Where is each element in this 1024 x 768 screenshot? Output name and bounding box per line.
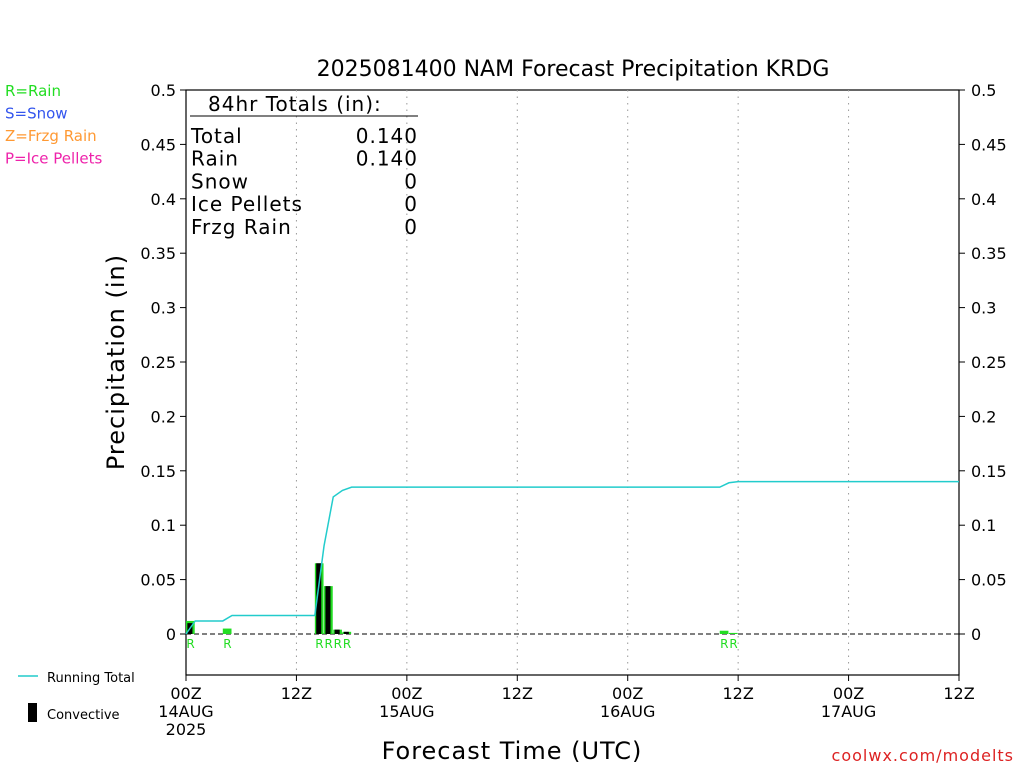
y-tick-label-right-1: 0.05: [971, 571, 1007, 590]
y-tick-label-left-1: 0.05: [140, 571, 176, 590]
x-tick-label-1-0: 12Z: [281, 684, 312, 703]
totals-row-value-0: 0.140: [356, 124, 418, 148]
x-axis-label: Forecast Time (UTC): [382, 737, 643, 765]
vertical-gridlines: [295, 90, 850, 675]
totals-row-label-3: Ice Pellets: [191, 192, 303, 216]
convective-bar-3: [334, 629, 340, 634]
y-tick-label-left-2: 0.1: [151, 516, 176, 535]
precip-bar-6: [719, 630, 729, 634]
totals-row-value-4: 0: [404, 215, 418, 239]
y-tick-label-right-9: 0.45: [971, 135, 1007, 154]
precip-bar-1: [222, 628, 232, 634]
y-tick-label-left-5: 0.25: [140, 353, 176, 372]
x-tick-label-4-1: 16AUG: [600, 702, 655, 721]
type-legend-2: Z=Frzg Rain: [5, 127, 97, 145]
type-legend-0: R=Rain: [5, 82, 61, 100]
y-tick-label-right-5: 0.25: [971, 353, 1007, 372]
totals-row-label-0: Total: [190, 124, 243, 148]
convective-bar-2: [325, 586, 331, 634]
y-tick-label-right-2: 0.1: [971, 516, 996, 535]
type-legend-3: P=Ice Pellets: [5, 150, 102, 168]
x-tick-label-0-0: 00Z: [170, 684, 201, 703]
convective-legend-swatch: [28, 703, 37, 722]
y-tick-label-left-6: 0.3: [151, 299, 176, 318]
running-total-line: [185, 480, 959, 635]
x-tick-label-0-1: 14AUG: [158, 702, 213, 721]
y-axis-ticks: 0 00.05 0.050.1 0.10.15 0.150.2 0.20.25 0.250.…: [140, 81, 1006, 644]
y-tick-label-left-7: 0.35: [140, 244, 176, 263]
convective-legend-label: Convective: [47, 708, 120, 723]
precip-type-legend: R=Rain S=Snow Z=Frzg Rain P=Ice Pellets: [5, 82, 102, 168]
x-tick-label-3-0: 12Z: [502, 684, 533, 703]
y-tick-label-right-8: 0.4: [971, 190, 996, 209]
x-tick-label-6-1: 17AUG: [821, 702, 876, 721]
type-legend-1: S=Snow: [5, 105, 68, 123]
totals-header: 84hr Totals (in):: [208, 92, 382, 116]
x-tick-label-0-2: 2025: [166, 720, 207, 739]
precip-type-label-1: R: [223, 637, 231, 651]
x-tick-label-5-0: 12Z: [722, 684, 753, 703]
totals-row-label-1: Rain: [191, 147, 239, 171]
y-tick-label-left-10: 0.5: [151, 81, 176, 100]
y-tick-label-right-6: 0.3: [971, 299, 996, 318]
precip-type-label-5: R: [343, 637, 351, 651]
precip-type-label-4: R: [334, 637, 342, 651]
x-tick-label-7-0: 12Z: [943, 684, 974, 703]
running-total-legend-label: Running Total: [47, 671, 135, 686]
totals-rows: Total 0.140 Rain 0.140 Snow 0 Ice Pellets 0 Frzg…: [190, 124, 418, 239]
totals-row-label-4: Frzg Rain: [191, 215, 292, 239]
y-tick-label-right-0: 0: [971, 625, 981, 644]
x-tick-label-4-0: 00Z: [612, 684, 643, 703]
precip-type-label-7: R: [729, 637, 737, 651]
chart-title: 2025081400 NAM Forecast Precipitation KR…: [317, 57, 830, 82]
convective-bar-4: [343, 631, 349, 634]
totals-row-label-2: Snow: [191, 169, 249, 193]
line-legend: Running Total Convective: [18, 671, 135, 723]
precip-type-label-6: R: [720, 637, 728, 651]
x-tick-label-6-0: 00Z: [833, 684, 864, 703]
y-tick-label-left-4: 0.2: [151, 407, 176, 426]
y-tick-label-left-3: 0.15: [140, 462, 176, 481]
convective-bar-1: [316, 563, 322, 634]
credit-text: coolwx.com/modelts: [832, 746, 1014, 765]
y-tick-label-left-0: 0: [166, 625, 176, 644]
plot-area: [185, 89, 960, 676]
totals-row-value-1: 0.140: [356, 147, 418, 171]
y-tick-label-right-4: 0.2: [971, 407, 996, 426]
precip-bar-7: [728, 632, 738, 634]
y-tick-label-left-9: 0.45: [140, 135, 176, 154]
y-tick-label-right-3: 0.15: [971, 462, 1007, 481]
precip-type-label-0: R: [186, 637, 194, 651]
y-tick-label-right-10: 0.5: [971, 81, 996, 100]
totals-row-value-2: 0: [404, 169, 418, 193]
precip-type-label-2: R: [315, 637, 323, 651]
y-tick-label-left-8: 0.4: [151, 190, 176, 209]
y-axis-label: Precipitation (in): [102, 254, 130, 470]
totals-row-value-3: 0: [404, 192, 418, 216]
x-tick-label-2-1: 15AUG: [379, 702, 434, 721]
totals-box: 84hr Totals (in): Total 0.140 Rain 0.140 Sno…: [190, 92, 418, 239]
precip-type-label-3: R: [324, 637, 332, 651]
y-tick-label-right-7: 0.35: [971, 244, 1007, 263]
x-tick-label-2-0: 00Z: [391, 684, 422, 703]
